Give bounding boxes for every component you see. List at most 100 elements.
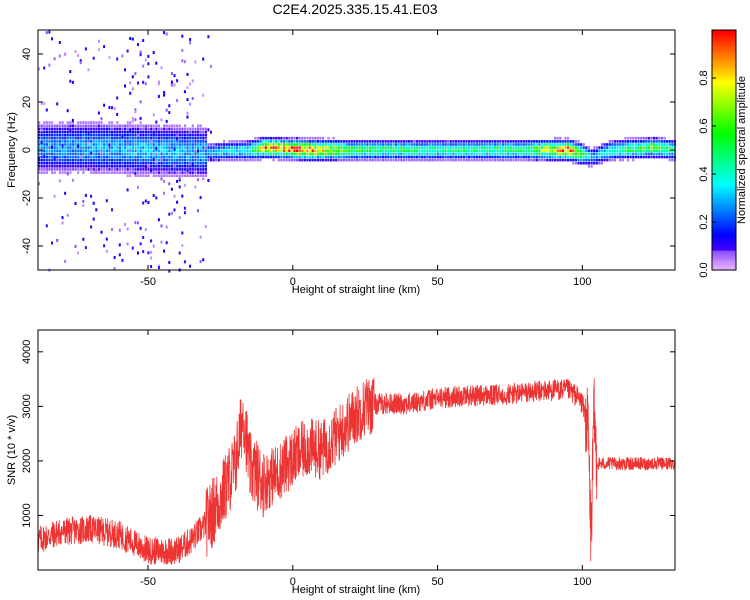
spectrogram-cell: [522, 158, 525, 162]
spectrogram-cell: [118, 171, 121, 174]
spectrogram-cell: [629, 146, 632, 149]
colorbar-segment: [712, 84, 736, 87]
spectrogram-cell: [217, 143, 220, 146]
spectrogram-cell: [366, 152, 369, 156]
spectrogram-cell: [637, 155, 640, 159]
spectrogram-cell: [92, 152, 95, 156]
spectrogram-cell: [197, 140, 200, 143]
spectrogram-cell: [249, 155, 252, 159]
spectrogram-cell: [71, 161, 75, 165]
spectrogram-cell: [345, 155, 348, 159]
spectrogram-cell: [103, 161, 106, 165]
spectrogram-cell: [84, 143, 88, 146]
spectrogram-cell: [418, 146, 421, 149]
spectrogram-cell: [43, 165, 46, 168]
spectrogram-cell: [176, 146, 179, 149]
colorbar-segment: [712, 34, 736, 37]
spectrogram-noise-cell: [134, 110, 137, 114]
spectrogram-cell: [212, 158, 215, 162]
spectrogram-cell: [504, 158, 507, 162]
spectrogram-noise-cell: [126, 142, 129, 146]
spectrogram-cell: [535, 158, 538, 162]
spectrogram-cell: [58, 155, 61, 159]
spectrogram-cell: [293, 140, 296, 143]
spectrogram-cell: [45, 140, 48, 143]
spectrogram-cell: [126, 161, 129, 165]
spectrogram-cell: [131, 146, 134, 149]
spectrogram-noise-cell: [90, 194, 93, 198]
spectrogram-cell: [319, 146, 322, 149]
spectrogram-cell: [413, 152, 416, 156]
spectrogram-cell: [559, 152, 562, 156]
spectrogram-cell: [150, 152, 153, 156]
spectrogram-cell: [40, 149, 43, 152]
spectrogram-cell: [392, 149, 395, 152]
spectrogram-cell: [186, 127, 189, 131]
spectrogram-cell: [311, 155, 314, 159]
spectrogram-cell: [556, 152, 559, 156]
spectrogram-cell: [530, 155, 533, 159]
spectrogram-cell: [45, 146, 48, 149]
spectrogram-cell: [504, 152, 507, 156]
spectrogram-cell: [163, 127, 166, 131]
spectrogram-cell: [569, 143, 572, 146]
spectrogram-cell: [345, 158, 348, 162]
spectrogram-cell: [590, 155, 593, 159]
spectrogram-cell: [61, 146, 64, 149]
spectrogram-cell: [653, 152, 656, 156]
spectrogram-cell: [137, 155, 140, 159]
spectrogram-cell: [272, 140, 275, 143]
spectrogram-cell: [259, 136, 262, 140]
spectrogram-cell: [168, 155, 171, 159]
colorbar-ticks: 0.00.20.40.60.8: [698, 70, 716, 278]
spectrogram-cell: [634, 136, 637, 140]
spectrogram-cell: [79, 140, 82, 143]
spectrogram-cell: [428, 158, 432, 162]
spectrogram-noise-cell: [155, 152, 158, 156]
spectrogram-cell: [131, 168, 134, 171]
spectrogram-cell: [642, 152, 645, 156]
snr-x-tick-label: 0: [290, 576, 296, 588]
spectrogram-cell: [572, 158, 575, 162]
spectrogram-cell: [290, 136, 293, 140]
spectrogram-cell: [126, 152, 129, 156]
spectrogram-cell: [285, 155, 288, 159]
colorbar-segment: [712, 74, 736, 77]
spectrogram-cell: [79, 146, 82, 149]
spectrogram-cell: [142, 143, 145, 146]
spectrogram-cell: [178, 130, 181, 134]
spectrogram-x-axis-label: Height of straight line (km): [292, 284, 420, 296]
spectrogram-cell: [183, 158, 187, 162]
spectrogram-cell: [100, 171, 103, 174]
spectrogram-cell: [95, 136, 98, 140]
spectrogram-cell: [191, 155, 194, 159]
spectrogram-cell: [241, 146, 244, 149]
spectrogram-cell: [77, 171, 80, 174]
spectrogram-cell: [241, 152, 244, 156]
spectrogram-cell: [468, 155, 471, 159]
spectrogram-cell: [585, 161, 588, 165]
spectrogram-noise-cell: [165, 170, 168, 174]
spectrogram-cell: [363, 140, 366, 143]
colorbar-segment: [712, 76, 736, 79]
spectrogram-cell: [408, 140, 411, 143]
spectrogram-cell: [129, 158, 132, 162]
colorbar-segment: [712, 136, 736, 139]
spectrogram-cell: [137, 146, 140, 149]
colorbar-segment: [712, 262, 736, 265]
spectrogram-cell: [374, 140, 377, 143]
spectrogram-cell: [290, 152, 293, 156]
spectrogram-cell: [405, 152, 408, 156]
spectrogram-cell: [337, 146, 340, 149]
spectrogram-cell: [199, 143, 202, 146]
spectrogram-cell: [163, 171, 166, 174]
spectrogram-cell: [329, 155, 333, 159]
spectrogram-cell: [293, 143, 296, 146]
spectrogram-cell: [173, 168, 176, 171]
spectrogram-cell: [191, 133, 194, 137]
spectrogram-cell: [309, 152, 312, 156]
spectrogram-cell: [272, 146, 275, 149]
spectrogram-cell: [637, 152, 640, 156]
spectrogram-cell: [577, 155, 580, 159]
colorbar-segment: [712, 206, 736, 209]
